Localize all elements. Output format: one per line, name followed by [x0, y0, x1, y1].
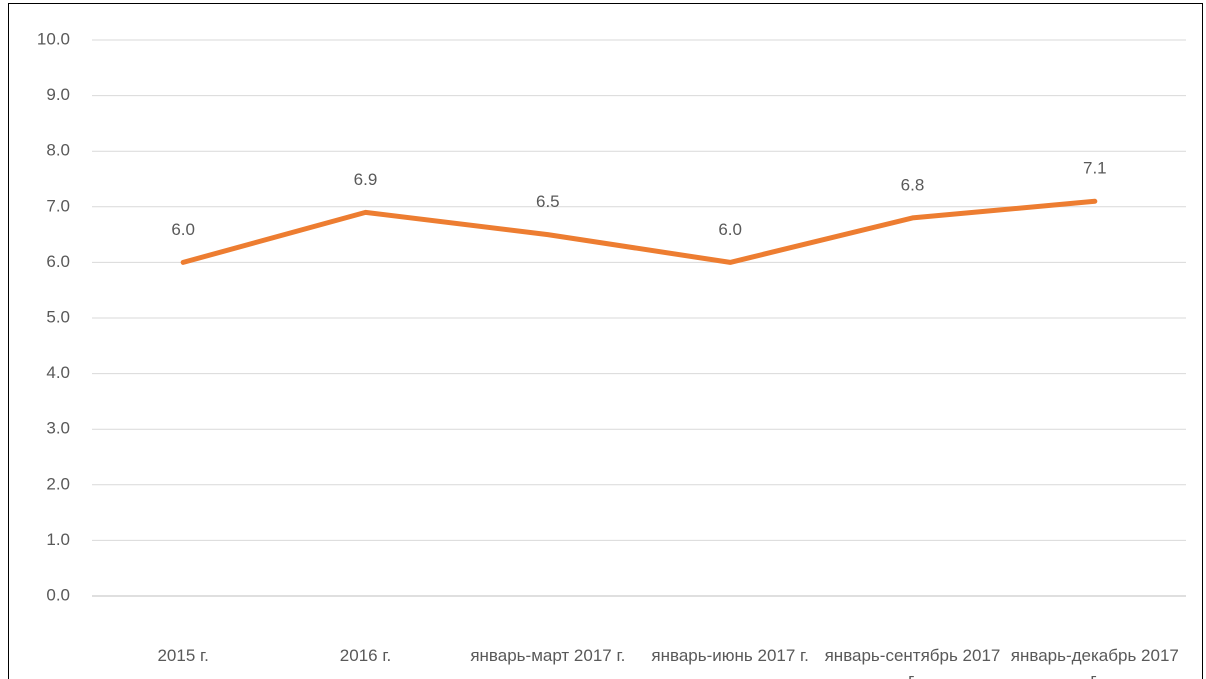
chart-border [8, 3, 1203, 679]
y-tick-label: 10.0 [37, 29, 70, 48]
data-label: 6.0 [718, 220, 742, 239]
y-tick-label: 1.0 [46, 530, 70, 549]
y-tick-label: 5.0 [46, 307, 70, 326]
y-tick-label: 6.0 [46, 252, 70, 271]
y-tick-label: 3.0 [46, 419, 70, 438]
y-tick-label: 8.0 [46, 141, 70, 160]
series-line [180, 198, 1098, 265]
data-label: 6.8 [901, 175, 925, 194]
x-tick-label: январь-март 2017 г. [470, 646, 626, 665]
y-tick-label: 4.0 [46, 363, 70, 382]
x-tick-label: 2015 г. [157, 646, 209, 665]
y-tick-label: 9.0 [46, 85, 70, 104]
x-tick-label: январь-июнь 2017 г. [651, 646, 809, 665]
data-label: 6.5 [536, 192, 560, 211]
data-label: 6.9 [354, 170, 378, 189]
data-label: 7.1 [1083, 159, 1107, 178]
x-tick-label: 2016 г. [339, 646, 392, 665]
y-tick-label: 0.0 [46, 585, 70, 604]
x-tick-label: январь-сентябрь 2017 г. [824, 646, 1001, 679]
y-tick-label: 7.0 [46, 196, 70, 215]
y-tick-label: 2.0 [46, 474, 70, 493]
x-tick-label: январь-декабрь 2017 г. [1010, 646, 1179, 679]
data-label: 6.0 [171, 220, 195, 239]
